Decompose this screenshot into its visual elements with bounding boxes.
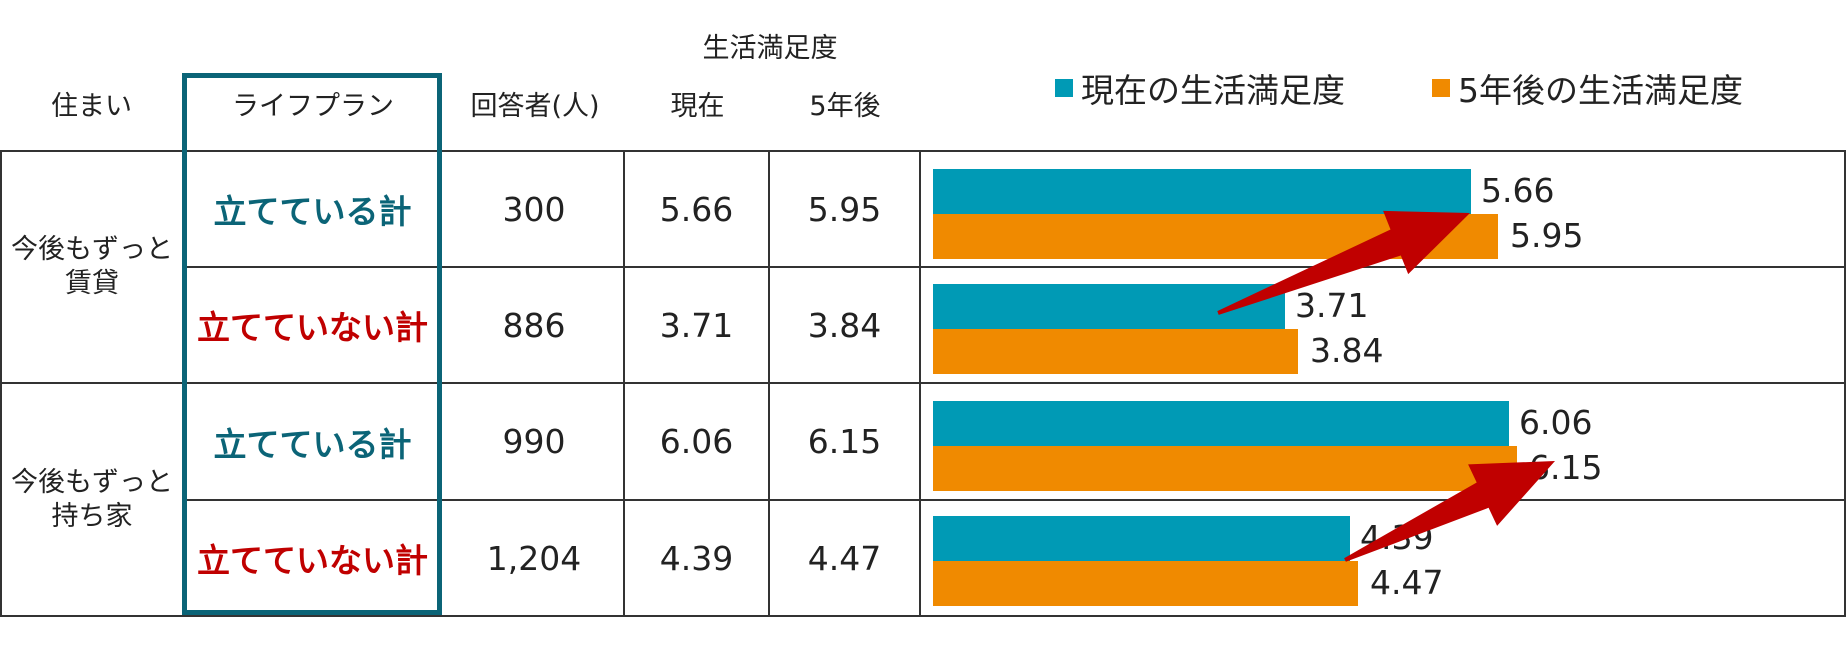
legend-current-label: 現在の生活満足度 [1081, 71, 1345, 110]
future-cell: 4.47 [807, 538, 882, 578]
current-cell: 5.66 [659, 189, 734, 229]
legend-future: 5年後の生活満足度 [1432, 64, 1743, 112]
lifeplan-cell: 立てている計 [213, 192, 412, 231]
current-cell: 3.71 [659, 305, 734, 345]
current-cell: 4.39 [659, 538, 734, 578]
legend-current-swatch [1055, 79, 1073, 97]
bar-data-label: 5.95 [1510, 216, 1584, 255]
trend-arrow-icon [1344, 461, 1555, 562]
lifeplan-highlight-box [182, 73, 442, 615]
lifeplan-cell: 立てている計 [213, 424, 412, 464]
respondents-cell: 1,204 [486, 538, 582, 578]
table-right-border [1844, 150, 1846, 617]
lifeplan-header: ライフプラン [232, 91, 394, 122]
bar-current [933, 516, 1350, 561]
bar-data-label: 4.47 [1370, 563, 1444, 602]
trend-arrow-icon [1217, 210, 1470, 315]
bar-data-label: 3.71 [1295, 286, 1369, 325]
col-divider-current [768, 150, 770, 617]
table-bottom-border [0, 615, 1846, 617]
current-cell: 6.06 [659, 422, 734, 461]
respondents-cell: 300 [502, 189, 566, 229]
housing-label-rental: 今後もずっと 賃貸 [11, 234, 173, 299]
legend-current: 現在の生活満足度 [1055, 64, 1345, 112]
bar-current [933, 169, 1471, 214]
satisfaction-group-header: 生活満足度 [702, 33, 838, 64]
lifeplan-cell: 立てていない計 [197, 541, 428, 580]
bar-future [933, 446, 1517, 491]
respondents-header: 回答者(人) [470, 91, 600, 122]
row-divider-1 [183, 266, 1846, 268]
legend-future-label: 5年後の生活満足度 [1458, 71, 1743, 110]
col-divider-chart [919, 150, 921, 617]
group-divider [0, 382, 1846, 384]
future-cell: 5.95 [807, 189, 882, 229]
future-cell: 3.84 [807, 305, 882, 345]
housing-label-owned: 今後もずっと 持ち家 [11, 467, 173, 532]
bar-future [933, 329, 1298, 374]
bar-data-label: 6.06 [1519, 403, 1593, 442]
bar-data-label: 3.84 [1310, 331, 1384, 370]
col-divider-respondents [623, 150, 625, 617]
lifeplan-cell: 立てていない計 [197, 308, 428, 347]
legend-future-swatch [1432, 79, 1450, 97]
bar-current [933, 284, 1285, 329]
bar-future [933, 561, 1358, 606]
row-divider-3 [183, 499, 1846, 501]
housing-header: 住まい [51, 91, 132, 122]
future-cell: 6.15 [807, 422, 882, 461]
respondents-cell: 886 [502, 305, 566, 345]
table-top-border [0, 150, 1846, 152]
respondents-cell: 990 [502, 422, 566, 461]
current-header: 現在 [670, 91, 725, 122]
future-header: 5年後 [809, 91, 881, 122]
bar-data-label: 5.66 [1481, 171, 1555, 210]
table-left-border [0, 150, 2, 617]
bar-current [933, 401, 1509, 446]
